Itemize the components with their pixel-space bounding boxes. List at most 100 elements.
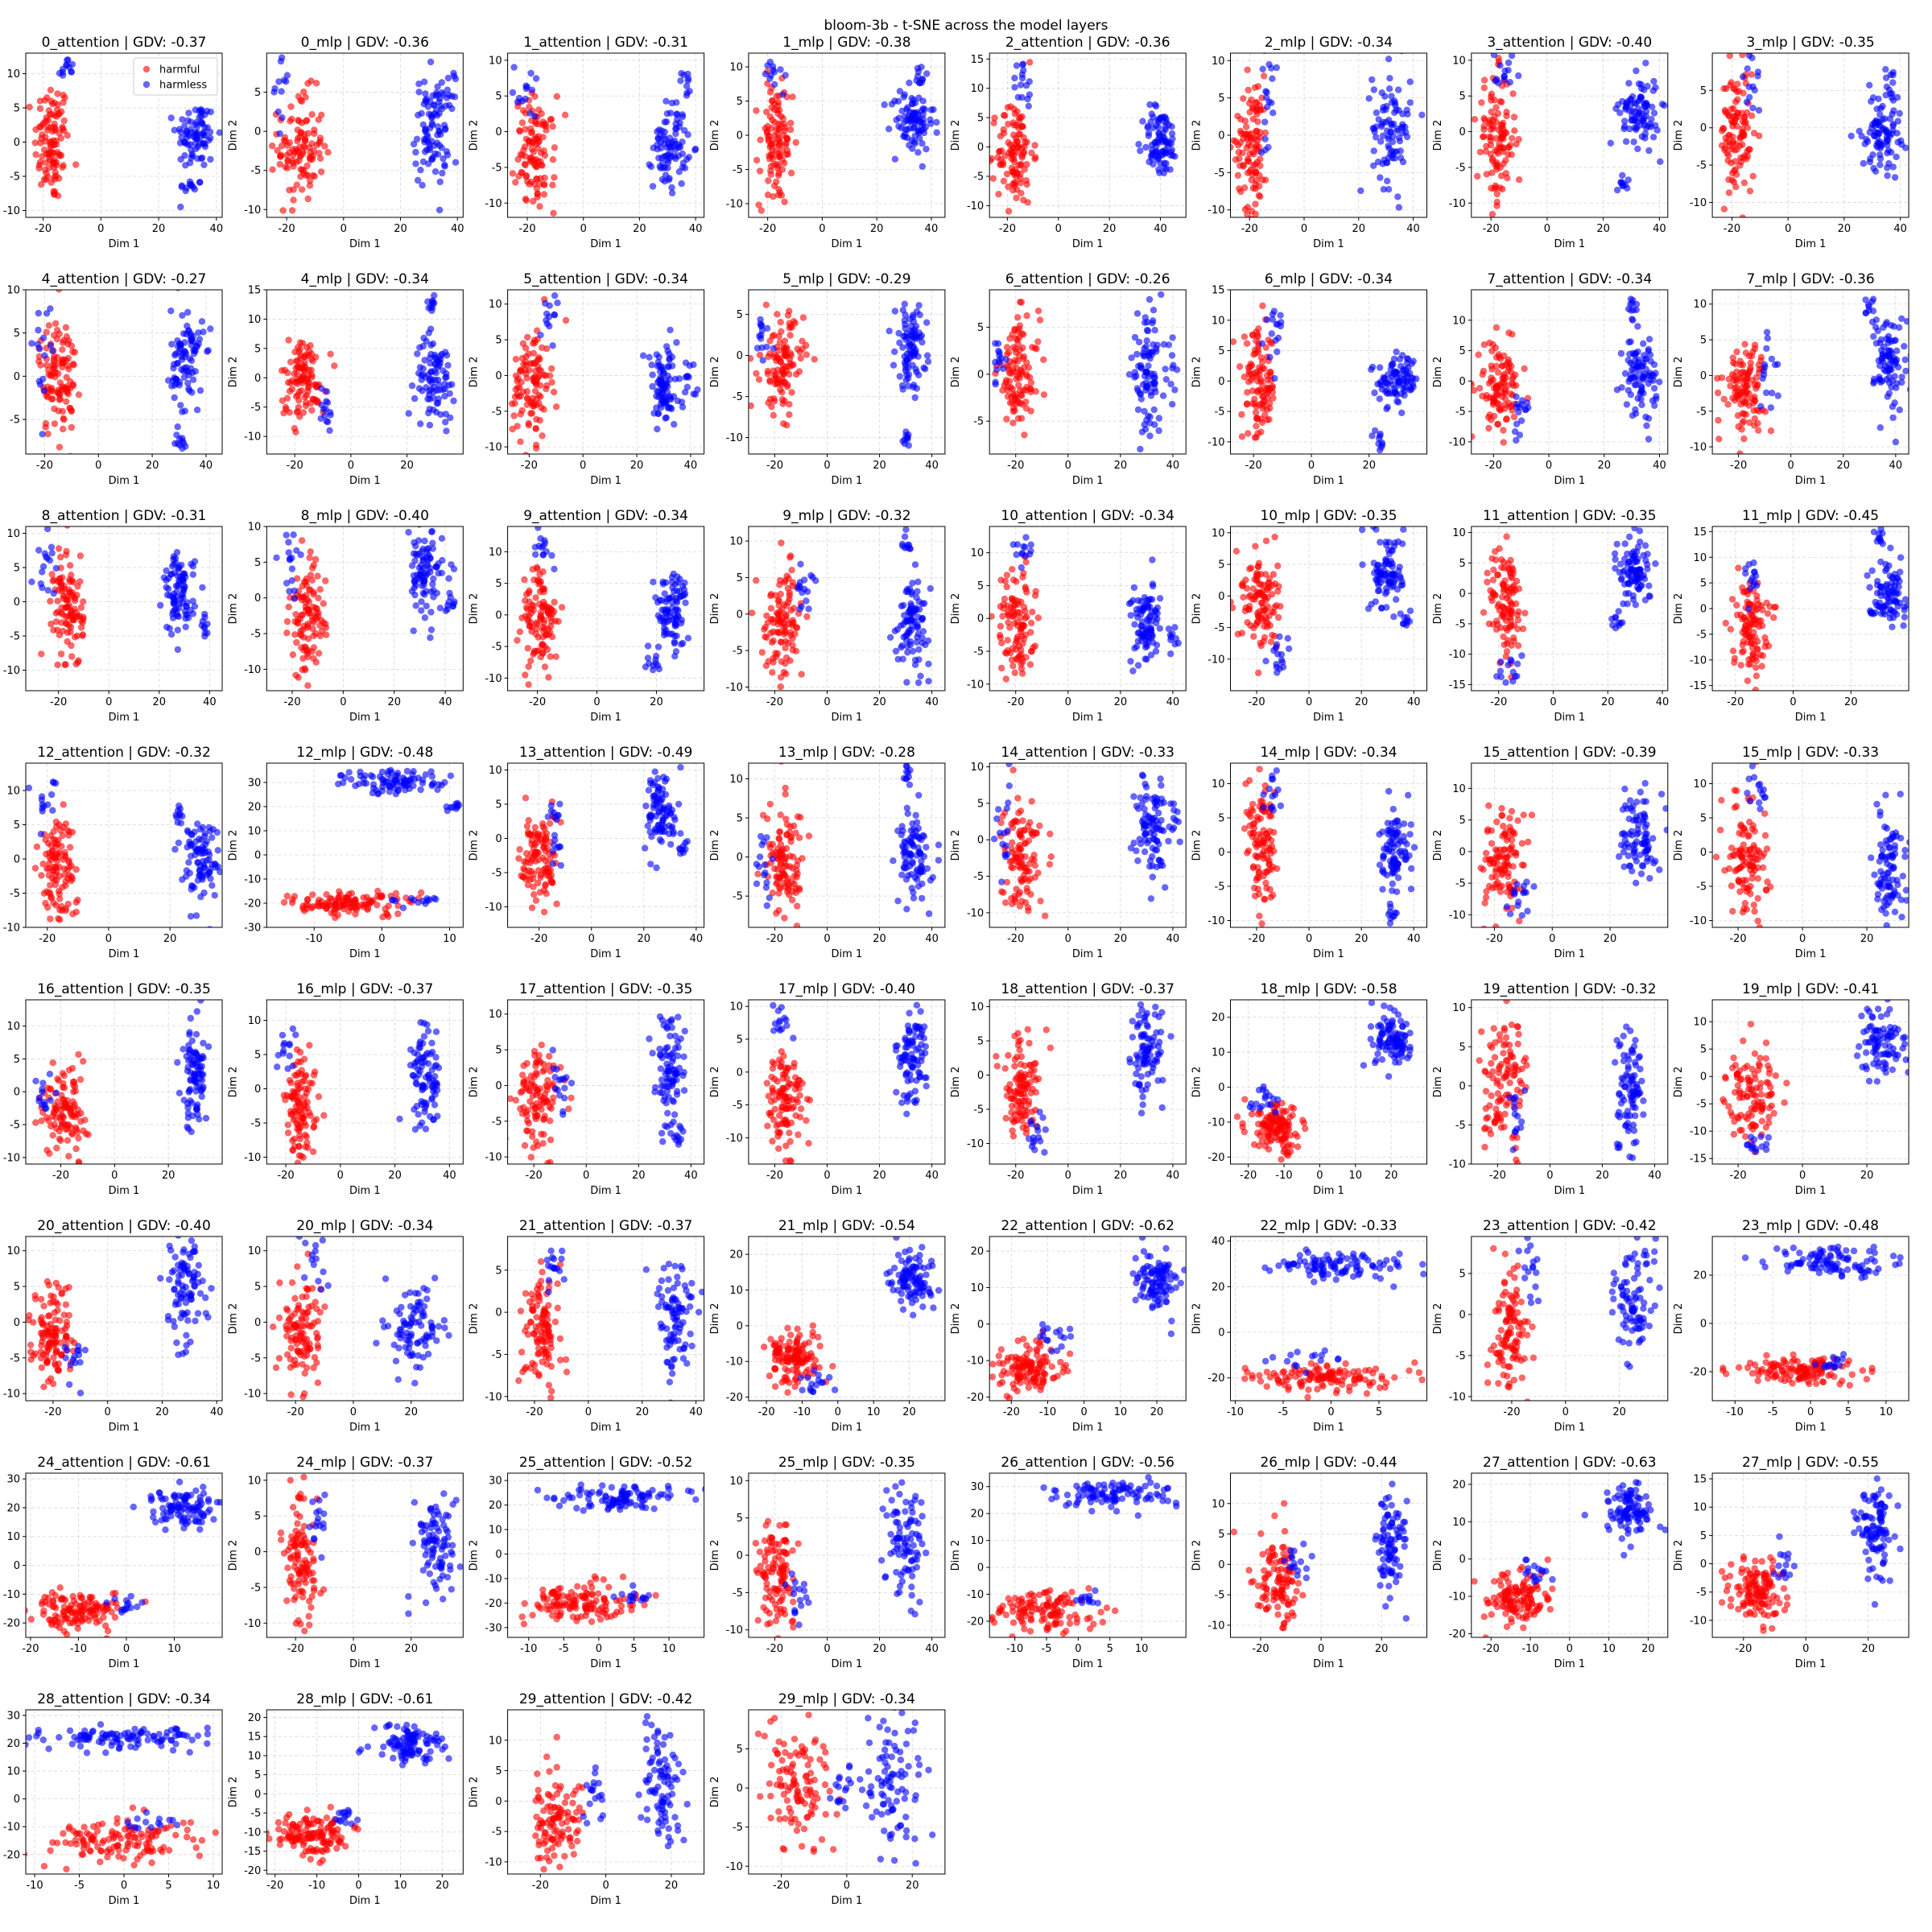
point-harmless [421,138,428,146]
point-harmful [517,438,524,445]
point-harmful [780,630,788,638]
point-harmful [307,548,314,555]
point-harmless [418,598,425,605]
point-harmful [51,353,58,360]
point-harmless [173,588,180,596]
y-tick-label: -10 [485,673,502,685]
point-harmful [775,192,782,199]
point-harmful [525,681,532,688]
point-harmful [55,545,63,552]
point-harmless [432,564,440,571]
point-harmless [283,531,290,539]
point-harmless [782,72,789,79]
point-harmful [1492,147,1499,154]
point-harmful [1732,140,1740,147]
point-harmless [1511,428,1519,436]
point-harmless [1158,136,1166,143]
point-harmful [50,576,58,584]
point-harmless [1143,337,1150,345]
point-harmless [436,95,444,102]
point-harmful [303,605,312,613]
point-harmful [989,175,997,182]
point-harmful [58,619,65,626]
point-harmful [541,663,549,671]
axes-frame [266,52,464,218]
point-harmful [58,383,66,390]
point-harmful [1265,386,1274,393]
point-harmless [1135,141,1142,148]
point-harmless [1137,147,1144,155]
point-harmless [1640,340,1647,347]
point-harmful [279,207,287,214]
point-harmless [662,415,669,422]
point-harmful [1246,150,1253,158]
point-harmless [1142,343,1150,350]
point-harmful [526,180,533,188]
point-harmless [927,106,935,114]
x-tick-label: 0 [340,696,346,708]
x-tick-label: 40 [439,696,452,708]
point-harmless [172,350,180,357]
point-harmful [1022,370,1030,378]
point-harmful [1476,148,1484,156]
point-harmful [290,196,297,204]
point-harmful [282,163,289,171]
point-harmless [431,291,438,299]
y-tick-label: 0 [977,142,984,154]
x-axis-label: Dim 1 [1554,238,1585,250]
point-harmful [1017,180,1025,187]
point-harmful [317,168,325,175]
point-harmless [678,617,685,624]
point-harmless [181,138,188,146]
point-harmful [1725,189,1733,196]
point-harmless [1630,138,1637,146]
point-harmless [433,386,440,394]
point-harmful [1507,390,1514,398]
point-harmless [1380,186,1388,193]
point-harmful [535,634,542,641]
point-harmful [321,142,328,150]
point-harmless [207,155,214,163]
point-harmful [778,658,785,665]
x-tick-label: 20 [1103,223,1117,235]
point-harmful [51,175,58,183]
point-harmless [1763,328,1771,336]
point-harmful [525,663,532,671]
y-tick-label: -5 [250,165,261,177]
point-harmless [174,582,181,590]
y-tick-label: 10 [248,314,262,326]
point-harmless [177,402,184,409]
point-harmful [322,577,329,584]
point-harmless [1633,306,1641,314]
point-harmful [775,186,782,193]
y-tick-label: 0 [14,137,20,149]
point-harmless [291,587,298,595]
point-harmless [1141,353,1149,360]
point-harmful [1503,109,1510,116]
point-harmless [1381,93,1389,100]
point-harmful [1266,399,1274,407]
point-harmless [200,328,207,336]
point-harmless [285,539,292,546]
point-harmful [307,399,315,407]
point-harmless [673,339,680,346]
point-harmful [56,576,63,583]
point-harmful [540,191,548,198]
point-harmful [1253,423,1260,430]
point-harmless [1375,116,1382,123]
point-harmless [1169,334,1176,341]
point-harmful [1000,177,1008,185]
point-harmful [1003,170,1011,178]
point-harmful [61,94,68,101]
point-harmful [788,567,795,574]
point-harmless [1882,66,1889,73]
scatter-points [514,526,692,688]
point-harmful [1724,401,1732,408]
point-harmful [1509,374,1517,381]
scatter-points [28,526,211,691]
point-harmless [180,582,188,589]
point-harmless [677,77,684,85]
point-harmful [1245,430,1252,437]
point-harmful [1257,193,1264,200]
